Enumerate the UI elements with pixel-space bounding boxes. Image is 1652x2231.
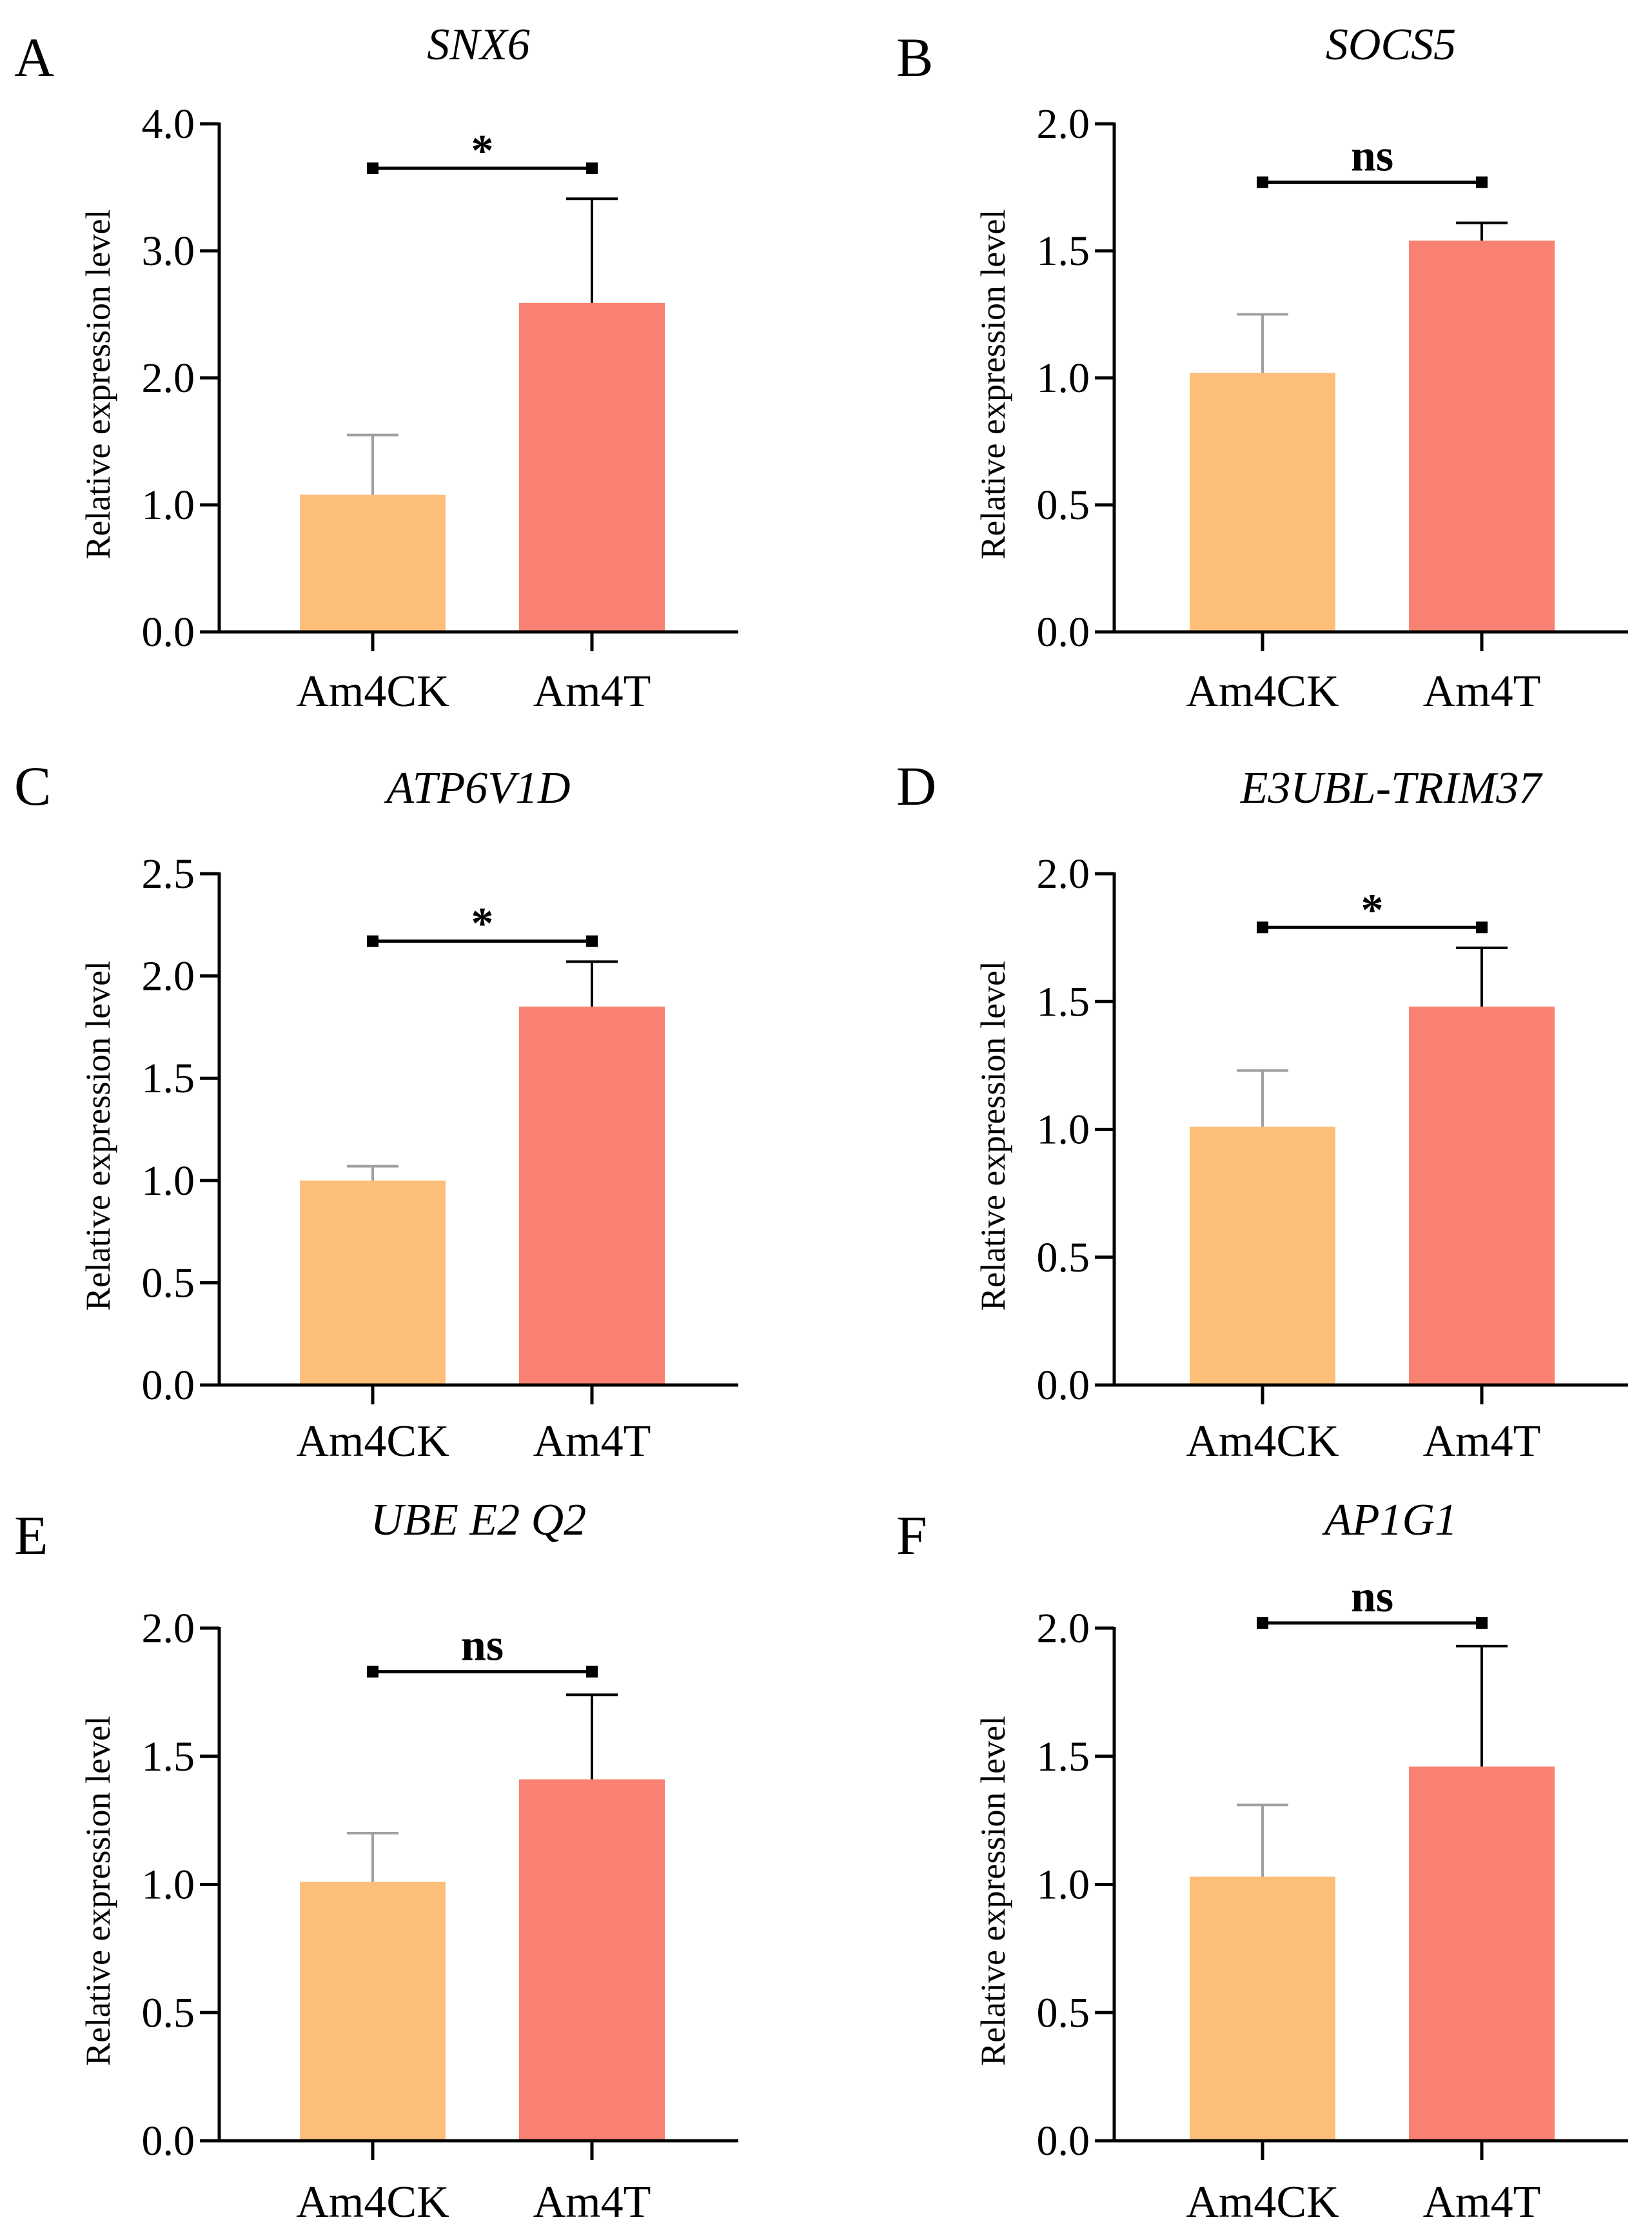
y-tick-label: 2.0 <box>1037 101 1090 148</box>
panel-letter: C <box>14 755 51 817</box>
significance-bracket-end <box>367 1666 379 1678</box>
significance-label: ns <box>1351 1572 1393 1622</box>
y-tick-label: 0.0 <box>1037 2118 1090 2165</box>
significance-bracket-end <box>1476 1617 1488 1629</box>
y-tick-label: 2.0 <box>1037 1605 1090 1652</box>
bar-am4t <box>1409 1766 1555 2141</box>
chart-title: SNX6 <box>427 20 529 70</box>
x-tick-label: Am4T <box>1423 667 1541 716</box>
bar-am4t <box>519 1007 665 1385</box>
y-tick-label: 0.0 <box>142 1362 195 1409</box>
y-tick-label: 0.5 <box>142 1259 195 1306</box>
x-tick-label: Am4T <box>1423 2177 1541 2227</box>
y-tick-label: 0.5 <box>142 1989 195 2036</box>
significance-bracket-end <box>586 935 598 947</box>
x-tick-label: Am4T <box>533 1417 651 1466</box>
significance-bracket-end <box>1257 176 1268 188</box>
y-axis-label: Relative expression level <box>79 210 117 560</box>
bar-am4ck <box>1190 1876 1335 2141</box>
y-tick-label: 1.0 <box>142 1862 195 1909</box>
y-tick-label: 4.0 <box>142 101 195 148</box>
y-tick-label: 0.0 <box>1037 1362 1090 1409</box>
x-tick-label: Am4CK <box>296 1417 449 1466</box>
panel-letter: B <box>896 26 933 88</box>
y-tick-label: 1.5 <box>142 1055 195 1102</box>
chart-title: UBE E2 Q2 <box>371 1495 586 1545</box>
significance-bracket-end <box>367 162 379 174</box>
chart-title: E3UBL-TRIM37 <box>1240 763 1544 813</box>
y-tick-label: 0.5 <box>1037 482 1090 529</box>
chart-title: SOCS5 <box>1326 20 1456 70</box>
y-axis-label: Relative expression level <box>974 210 1012 560</box>
panel-letter: D <box>896 755 936 817</box>
y-tick-label: 2.0 <box>1037 850 1090 898</box>
panel-letter: F <box>896 1504 927 1566</box>
y-tick-label: 3.0 <box>142 228 195 275</box>
y-tick-label: 0.0 <box>142 609 195 656</box>
x-tick-label: Am4T <box>533 2177 651 2227</box>
bar-am4t <box>519 302 665 632</box>
bar-am4ck <box>300 1180 446 1385</box>
x-tick-label: Am4T <box>1423 1417 1541 1466</box>
significance-label: * <box>471 126 494 176</box>
bar-am4ck <box>1190 1126 1335 1385</box>
y-tick-label: 0.5 <box>1037 1234 1090 1281</box>
chart-panel-e: E UBE E2 Q2 Relative expression level 0.0 0.… <box>14 1495 738 2227</box>
y-tick-label: 1.0 <box>142 482 195 529</box>
x-tick-label: Am4T <box>533 667 651 716</box>
significance-label: ns <box>461 1621 504 1671</box>
x-tick-label: Am4CK <box>1186 1417 1339 1466</box>
y-tick-label: 1.5 <box>142 1733 195 1780</box>
y-tick-label: 2.0 <box>142 953 195 1000</box>
y-axis-label: Relative expression level <box>974 1716 1012 2066</box>
chart-panel-d: D E3UBL-TRIM37 Relative expression level 0.… <box>896 755 1628 1466</box>
y-tick-label: 0.5 <box>1037 1989 1090 2036</box>
significance-bracket-end <box>367 935 379 947</box>
y-tick-label: 1.0 <box>1037 1106 1090 1154</box>
y-axis-label: Relative expression level <box>79 961 117 1311</box>
y-tick-label: 1.0 <box>1037 1862 1090 1909</box>
chart-panel-f: F AP1G1 Relative expression level 0.0 0.5 1.0… <box>896 1495 1628 2227</box>
y-axis-label: Relative expression level <box>974 961 1012 1311</box>
chart-panel-c: C ATP6V1D Relative expression level 0.0 0.5 1… <box>14 755 738 1466</box>
x-tick-label: Am4CK <box>296 2177 449 2227</box>
significance-bracket-end <box>586 1666 598 1678</box>
x-tick-label: Am4CK <box>1186 2177 1339 2227</box>
chart-panel-a: A SNX6 Relative expression level 0.0 1.0 2.0 3… <box>14 20 738 716</box>
bar-am4t <box>1409 241 1555 632</box>
significance-bracket-end <box>1257 921 1268 934</box>
significance-bracket-end <box>1257 1617 1268 1629</box>
chart-title: AP1G1 <box>1322 1495 1457 1545</box>
significance-label: * <box>471 899 494 949</box>
y-tick-label: 0.0 <box>142 2118 195 2165</box>
significance-label: * <box>1361 885 1384 935</box>
y-tick-label: 1.0 <box>142 1157 195 1204</box>
y-tick-label: 1.0 <box>1037 355 1090 402</box>
y-axis-label: Relative expression level <box>79 1716 117 2066</box>
chart-title: ATP6V1D <box>384 763 570 813</box>
y-tick-label: 2.0 <box>142 1605 195 1652</box>
y-tick-label: 2.0 <box>142 355 195 402</box>
significance-bracket-end <box>586 162 598 174</box>
y-tick-label: 2.5 <box>142 850 195 898</box>
bar-am4t <box>1409 1007 1555 1385</box>
bar-am4ck <box>300 495 446 632</box>
bar-am4ck <box>300 1882 446 2141</box>
x-tick-label: Am4CK <box>1186 667 1339 716</box>
significance-bracket-end <box>1476 176 1488 188</box>
significance-bracket-end <box>1476 921 1488 934</box>
panel-letter: E <box>14 1504 48 1566</box>
bar-am4ck <box>1190 373 1335 632</box>
y-tick-label: 1.5 <box>1037 978 1090 1025</box>
bar-am4t <box>519 1779 665 2141</box>
y-tick-label: 0.0 <box>1037 609 1090 656</box>
chart-panel-b: B SOCS5 Relative expression level 0.0 0.5 1.0… <box>896 20 1628 716</box>
y-tick-label: 1.5 <box>1037 228 1090 275</box>
panel-letter: A <box>14 26 54 88</box>
y-tick-label: 1.5 <box>1037 1733 1090 1780</box>
significance-label: ns <box>1351 132 1393 181</box>
x-tick-label: Am4CK <box>296 667 449 716</box>
